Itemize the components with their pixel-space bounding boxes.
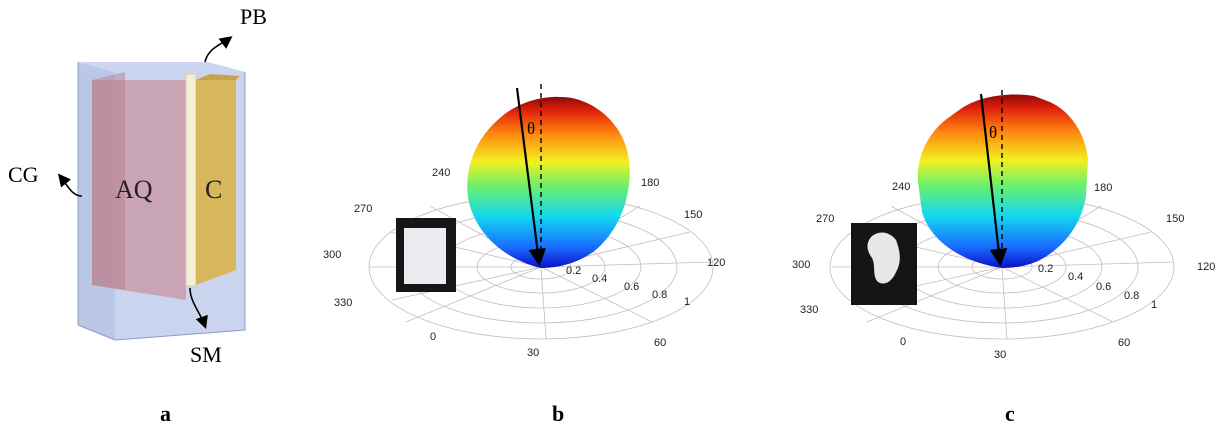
sm-arrow-icon bbox=[189, 287, 208, 330]
c-chamber-top bbox=[196, 74, 240, 80]
tick-60-b: 60 bbox=[654, 337, 666, 349]
cell-glass-top bbox=[78, 62, 245, 72]
radial-0.2-b: 0.2 bbox=[566, 265, 581, 277]
tick-300-c: 300 bbox=[792, 259, 810, 271]
label-cg: CG bbox=[8, 162, 39, 187]
tick-330-b: 330 bbox=[334, 297, 352, 309]
tick-330-c: 330 bbox=[800, 304, 818, 316]
label-pb: PB bbox=[240, 4, 267, 29]
tick-120-b: 120 bbox=[707, 257, 725, 269]
tick-30-c: 30 bbox=[994, 349, 1006, 361]
panel-b: θ 240 270 300 330 0 30 60 120 150 180 0.… bbox=[323, 84, 725, 359]
tick-300-b: 300 bbox=[323, 249, 341, 261]
tick-120-c: 120 bbox=[1197, 261, 1215, 273]
theta-label-b: θ bbox=[527, 119, 535, 138]
peak-direction-arrow-b bbox=[515, 87, 547, 267]
tick-30-b: 30 bbox=[527, 347, 539, 359]
sm-membrane bbox=[185, 73, 197, 287]
radial-1-b: 1 bbox=[684, 296, 690, 308]
tick-60-c: 60 bbox=[1118, 337, 1130, 349]
panel-a: AQ C PB CG SM bbox=[8, 4, 267, 367]
radial-1-c: 1 bbox=[1151, 299, 1157, 311]
cg-arrow-icon bbox=[58, 173, 83, 197]
tick-0-c: 0 bbox=[900, 336, 906, 348]
radial-0.6-c: 0.6 bbox=[1096, 281, 1111, 293]
peak-direction-arrow-c bbox=[979, 93, 1008, 267]
panel-c: θ 240 270 300 330 0 30 60 120 150 180 0.… bbox=[792, 90, 1215, 361]
radial-0.4-c: 0.4 bbox=[1068, 271, 1083, 283]
label-c: C bbox=[205, 175, 222, 204]
tick-240-c: 240 bbox=[892, 181, 910, 193]
tick-150-c: 150 bbox=[1166, 213, 1184, 225]
radiation-pattern-c bbox=[917, 94, 1088, 268]
c-chamber bbox=[196, 80, 236, 285]
inset-photo-b bbox=[396, 218, 456, 292]
radial-0.4-b: 0.4 bbox=[592, 273, 607, 285]
label-aq: AQ bbox=[115, 175, 153, 204]
pb-arrow-icon bbox=[204, 36, 233, 63]
tick-270-b: 270 bbox=[354, 203, 372, 215]
caption-b: b bbox=[552, 401, 564, 426]
tick-180-b: 180 bbox=[641, 177, 659, 189]
inset-photo-c bbox=[851, 223, 917, 305]
radiation-pattern-b bbox=[467, 96, 630, 268]
aq-chamber-side bbox=[92, 72, 125, 290]
radial-0.8-c: 0.8 bbox=[1124, 290, 1139, 302]
tick-270-c: 270 bbox=[816, 213, 834, 225]
caption-a: a bbox=[160, 401, 171, 426]
radial-0.8-b: 0.8 bbox=[652, 289, 667, 301]
tick-180-c: 180 bbox=[1094, 182, 1112, 194]
tick-150-b: 150 bbox=[684, 209, 702, 221]
tick-0-b: 0 bbox=[430, 331, 436, 343]
label-sm: SM bbox=[190, 342, 222, 367]
tick-240-b: 240 bbox=[432, 167, 450, 179]
caption-c: c bbox=[1005, 401, 1015, 426]
radial-0.2-c: 0.2 bbox=[1038, 263, 1053, 275]
theta-label-c: θ bbox=[989, 123, 997, 142]
radial-0.6-b: 0.6 bbox=[624, 281, 639, 293]
